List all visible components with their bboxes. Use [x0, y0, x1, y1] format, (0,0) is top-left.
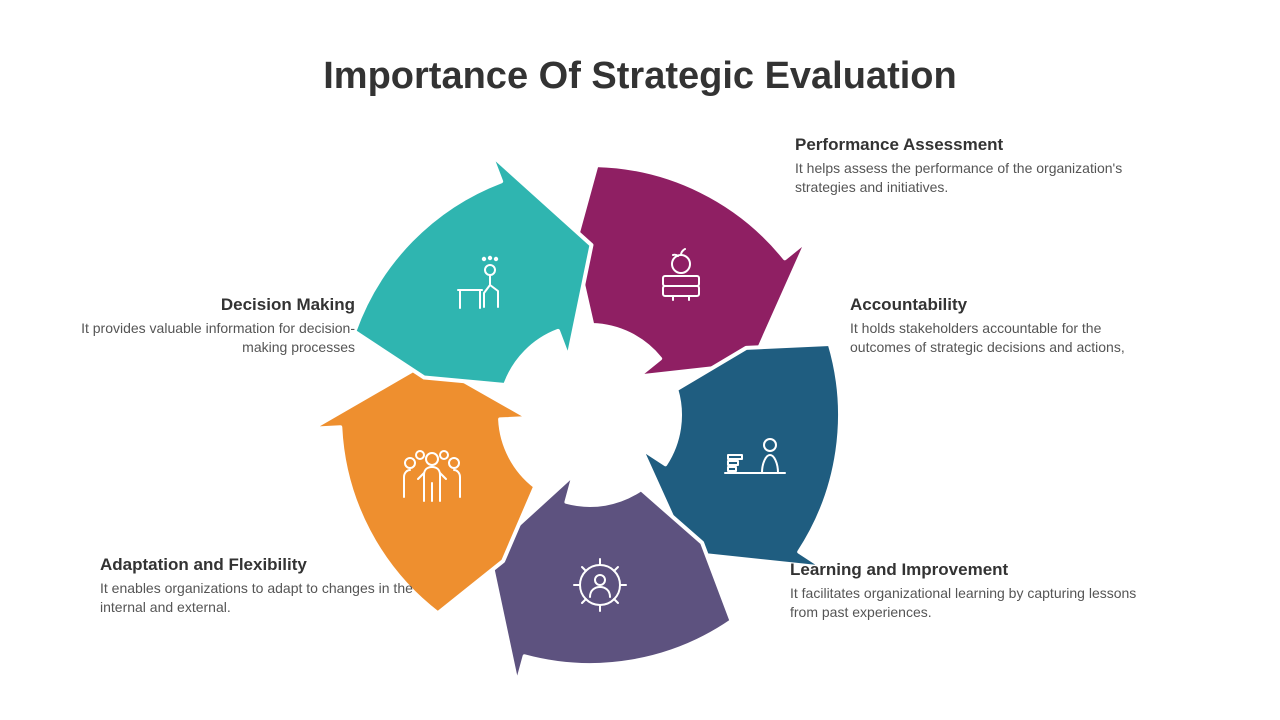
label-accountability: Accountability It holds stakeholders acco…	[850, 295, 1160, 357]
label-title-adaptation: Adaptation and Flexibility	[100, 555, 420, 575]
thinker-desk-icon	[450, 254, 514, 314]
label-desc-adaptation: It enables organizations to adapt to cha…	[100, 579, 420, 617]
label-title-performance: Performance Assessment	[795, 135, 1125, 155]
label-desc-accountability: It holds stakeholders accountable for th…	[850, 319, 1160, 357]
label-desc-performance: It helps assess the performance of the o…	[795, 159, 1125, 197]
label-desc-decision: It provides valuable information for dec…	[55, 319, 355, 357]
label-title-decision: Decision Making	[55, 295, 355, 315]
label-desc-learning: It facilitates organizational learning b…	[790, 584, 1160, 622]
label-title-learning: Learning and Improvement	[790, 560, 1160, 580]
label-performance: Performance Assessment It helps assess th…	[795, 135, 1125, 197]
label-title-accountability: Accountability	[850, 295, 1160, 315]
label-decision: Decision Making It provides valuable info…	[55, 295, 355, 357]
desk-person-icon	[720, 433, 790, 483]
apple-books-icon	[651, 242, 711, 302]
label-adaptation: Adaptation and Flexibility It enables org…	[100, 555, 420, 617]
people-group-icon	[396, 445, 468, 509]
label-learning: Learning and Improvement It facilitates o…	[790, 560, 1160, 622]
gear-person-icon	[568, 553, 632, 617]
